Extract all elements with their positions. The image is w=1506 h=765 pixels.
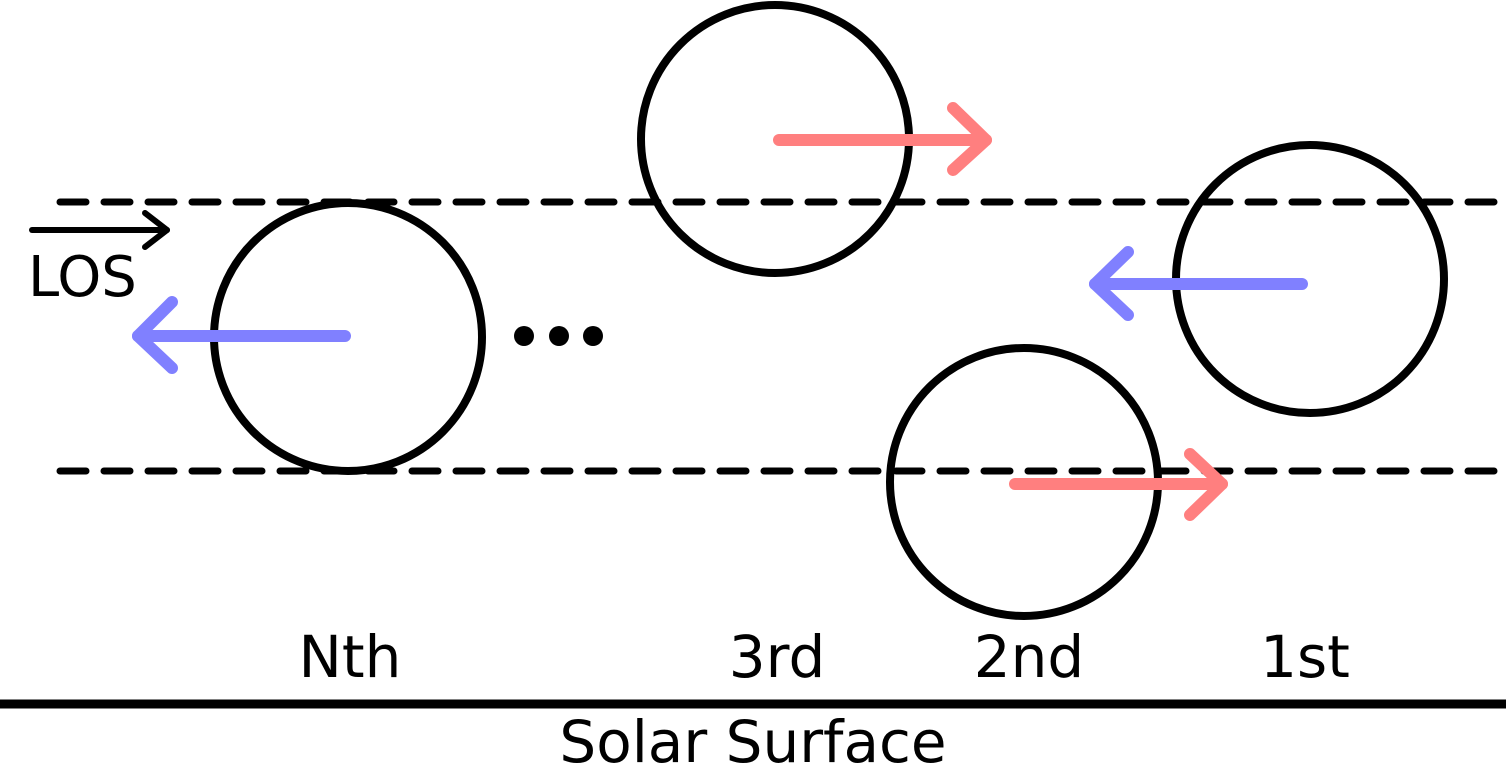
element-label-3rd: 3rd <box>729 623 826 691</box>
ellipsis-dots <box>514 326 603 346</box>
los-label: LOS <box>28 245 137 310</box>
element-label-2nd: 2nd <box>974 623 1084 691</box>
solar-surface-label: Solar Surface <box>559 708 946 765</box>
los-arrow-icon <box>29 210 170 250</box>
velocity-arrow-1st <box>1089 246 1308 321</box>
velocity-arrow-nth <box>132 296 351 374</box>
element-label-1st: 1st <box>1260 623 1350 691</box>
element-label-nth: Nth <box>299 623 402 691</box>
velocity-arrow-3rd <box>773 102 992 176</box>
velocity-arrow-2nd <box>1009 448 1228 521</box>
